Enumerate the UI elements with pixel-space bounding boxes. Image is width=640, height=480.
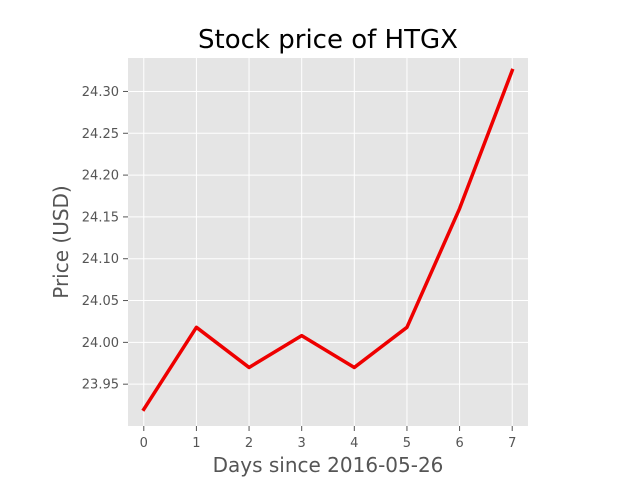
x-tick-label: 2: [245, 436, 253, 451]
y-tick-label: 24.25: [82, 127, 119, 142]
chart-title: Stock price of HTGX: [198, 25, 458, 55]
x-tick-label: 7: [508, 436, 516, 451]
y-tick-label: 24.30: [82, 85, 119, 100]
x-tick-label: 1: [192, 436, 200, 451]
x-axis-label: Days since 2016-05-26: [213, 453, 444, 477]
y-tick-label: 24.20: [82, 169, 119, 184]
x-tick-label: 0: [140, 436, 148, 451]
y-tick-label: 24.00: [82, 336, 119, 351]
x-tick-label: 3: [298, 436, 306, 451]
series-layer: [141, 68, 515, 412]
y-tick-label: 23.95: [82, 378, 119, 393]
x-tick-label: 6: [455, 436, 463, 451]
x-tick-label: 5: [403, 436, 411, 451]
y-axis-ticks: 23.95 24.00 24.05 24.10 24.15 24.20 24.25 24.30: [82, 85, 128, 393]
y-tick-label: 24.10: [82, 252, 119, 267]
y-axis-label: Price (USD): [49, 185, 73, 299]
plot-background: [128, 58, 528, 426]
y-tick-label: 24.15: [82, 210, 119, 225]
x-tick-label: 4: [350, 436, 358, 451]
y-tick-label: 24.05: [82, 294, 119, 309]
grid-lines: [128, 58, 528, 426]
price-line: [141, 68, 515, 412]
x-axis-ticks: 0 1 2 3 4 5 6 7: [140, 426, 516, 451]
